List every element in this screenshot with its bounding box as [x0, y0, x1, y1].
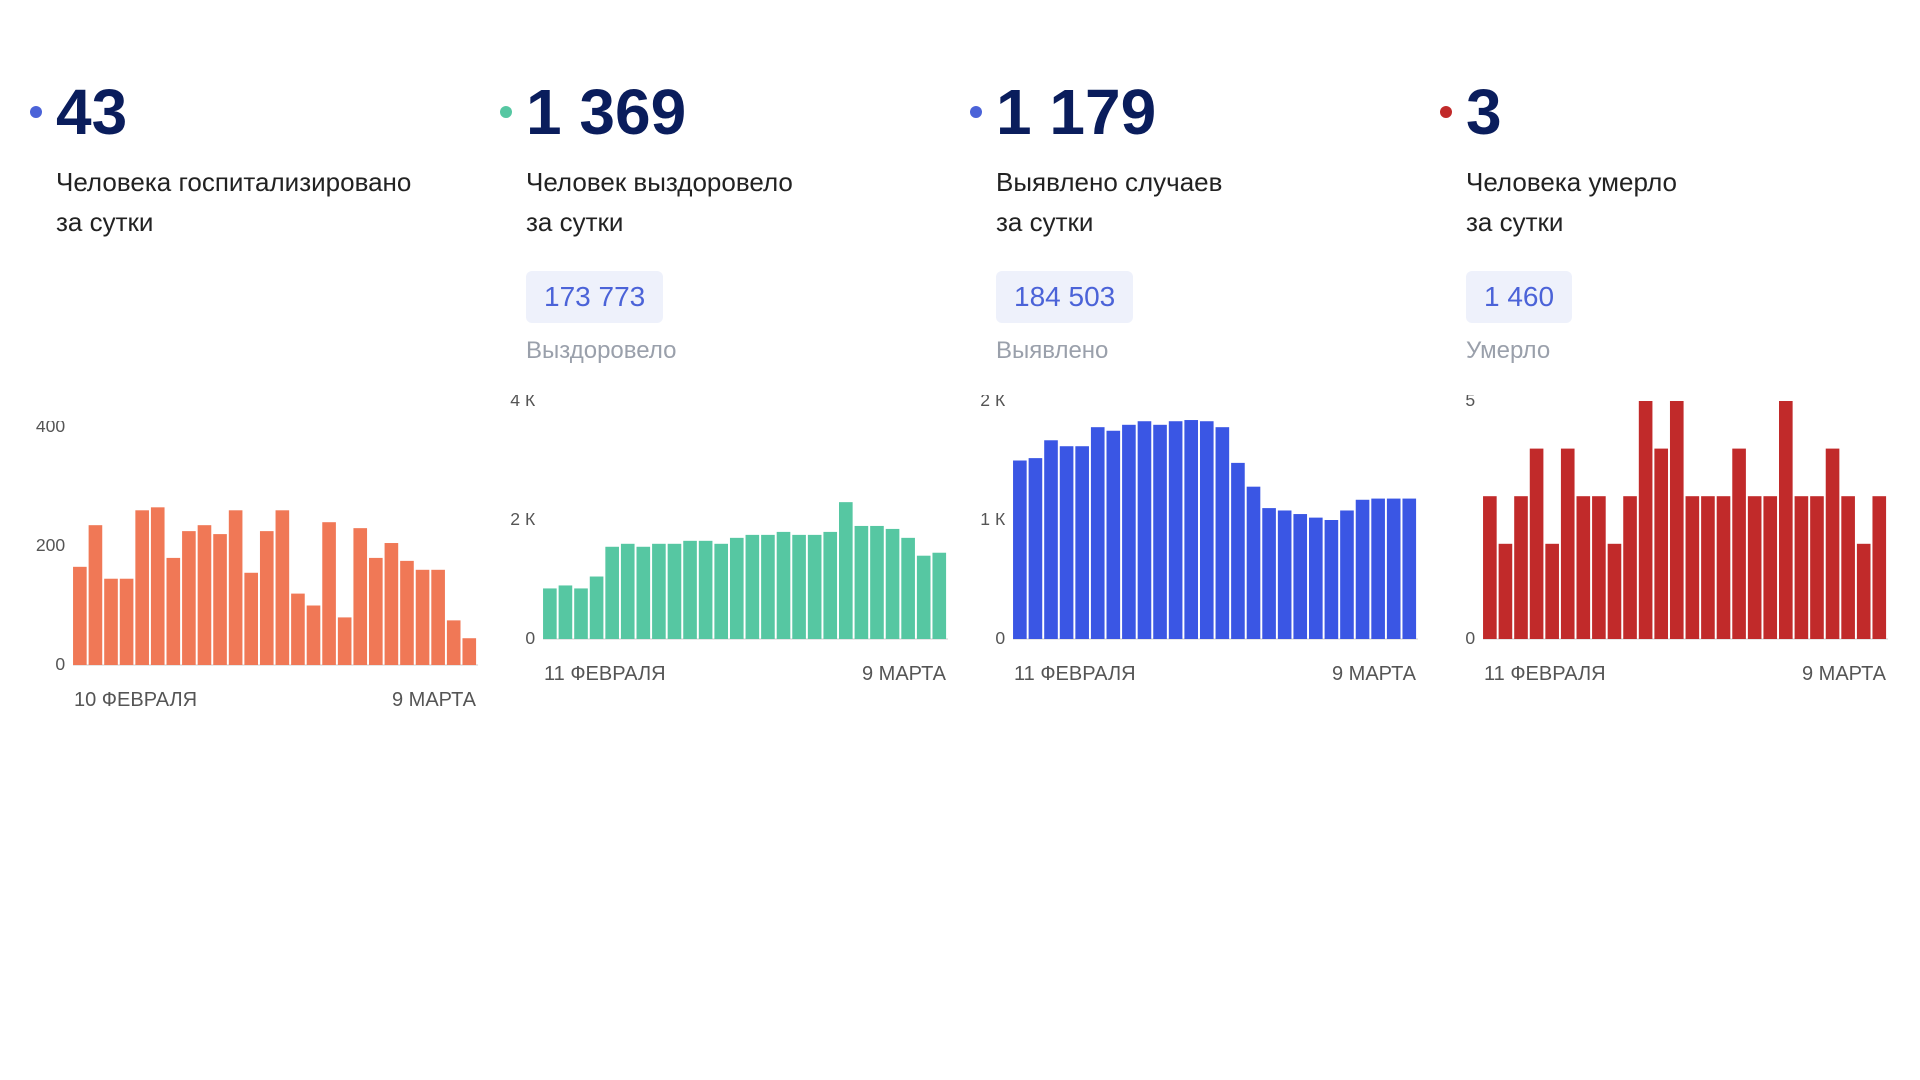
x-axis-labels: 10 ФЕВРАЛЯ 9 МАРТА [30, 689, 480, 712]
dot-icon [970, 106, 982, 118]
x-axis-labels: 11 ФЕВРАЛЯ 9 МАРТА [500, 663, 950, 686]
header-row: 3 [1440, 80, 1890, 144]
x-end-label: 9 МАРТА [1802, 663, 1886, 686]
dashboard: 43 Человека госпитализировано за сутки 0… [30, 80, 1890, 1040]
header-row: 1 179 [970, 80, 1420, 144]
svg-text:1 К: 1 К [980, 508, 1006, 528]
svg-text:4 К: 4 К [510, 395, 536, 410]
panel-recovered: 1 369 Человек выздоровело за сутки 173 7… [500, 80, 950, 1040]
total-badge: 173 773 [526, 271, 663, 323]
chart-svg: 05 [1440, 395, 1890, 655]
chart-recovered: 0 2 К 4 К 11 ФЕВРАЛЯ 9 МАРТА [500, 395, 950, 685]
chart-svg: 0 200 400 [30, 421, 480, 681]
x-start-label: 11 ФЕВРАЛЯ [1484, 663, 1606, 686]
x-axis-labels: 11 ФЕВРАЛЯ 9 МАРТА [970, 663, 1420, 686]
chart-svg: 0 2 К 4 К [500, 395, 950, 655]
svg-text:400: 400 [36, 421, 65, 436]
total-label: Выявлено [996, 337, 1420, 365]
total-badge: 1 460 [1466, 271, 1572, 323]
total-label: Умерло [1466, 337, 1890, 365]
total-badge: 184 503 [996, 271, 1133, 323]
svg-text:0: 0 [55, 653, 65, 673]
svg-text:200: 200 [36, 534, 65, 554]
svg-text:5: 5 [1465, 395, 1475, 410]
dot-icon [1440, 106, 1452, 118]
x-start-label: 11 ФЕВРАЛЯ [544, 663, 666, 686]
desc-line1: Человек выздоровело [526, 167, 793, 197]
x-end-label: 9 МАРТА [1332, 663, 1416, 686]
chart-svg: 0 1 К 2 К [970, 395, 1420, 655]
svg-text:2 К: 2 К [980, 395, 1006, 410]
x-start-label: 11 ФЕВРАЛЯ [1014, 663, 1136, 686]
stat-value: 3 [1466, 80, 1502, 144]
header-row: 43 [30, 80, 480, 144]
dot-icon [500, 106, 512, 118]
spacer [30, 271, 480, 391]
stat-description: Человек выздоровело за сутки [526, 162, 950, 243]
svg-text:0: 0 [995, 627, 1005, 647]
dot-icon [30, 106, 42, 118]
desc-line1: Человека госпитализировано [56, 167, 411, 197]
desc-line2: за сутки [996, 207, 1093, 237]
svg-text:0: 0 [1465, 627, 1475, 647]
stat-value: 43 [56, 80, 127, 144]
stat-description: Выявлено случаев за сутки [996, 162, 1420, 243]
panel-cases: 1 179 Выявлено случаев за сутки 184 503 … [970, 80, 1420, 1040]
panel-deaths: 3 Человека умерло за сутки 1 460 Умерло … [1440, 80, 1890, 1040]
stat-description: Человека умерло за сутки [1466, 162, 1890, 243]
stat-description: Человека госпитализировано за сутки [56, 162, 480, 243]
desc-line1: Человека умерло [1466, 167, 1677, 197]
chart-cases: 0 1 К 2 К 11 ФЕВРАЛЯ 9 МАРТА [970, 395, 1420, 685]
desc-line2: за сутки [1466, 207, 1563, 237]
stat-value: 1 369 [526, 80, 686, 144]
x-end-label: 9 МАРТА [862, 663, 946, 686]
desc-line2: за сутки [56, 207, 153, 237]
total-label: Выздоровело [526, 337, 950, 365]
desc-line1: Выявлено случаев [996, 167, 1222, 197]
x-start-label: 10 ФЕВРАЛЯ [74, 689, 197, 712]
panel-hospitalized: 43 Человека госпитализировано за сутки 0… [30, 80, 480, 1040]
x-axis-labels: 11 ФЕВРАЛЯ 9 МАРТА [1440, 663, 1890, 686]
svg-text:0: 0 [525, 627, 535, 647]
chart-hospitalized: 0 200 400 10 ФЕВРАЛЯ 9 МАРТА [30, 421, 480, 711]
stat-value: 1 179 [996, 80, 1156, 144]
desc-line2: за сутки [526, 207, 623, 237]
chart-deaths: 05 11 ФЕВРАЛЯ 9 МАРТА [1440, 395, 1890, 685]
svg-text:2 К: 2 К [510, 508, 536, 528]
header-row: 1 369 [500, 80, 950, 144]
x-end-label: 9 МАРТА [392, 689, 476, 712]
